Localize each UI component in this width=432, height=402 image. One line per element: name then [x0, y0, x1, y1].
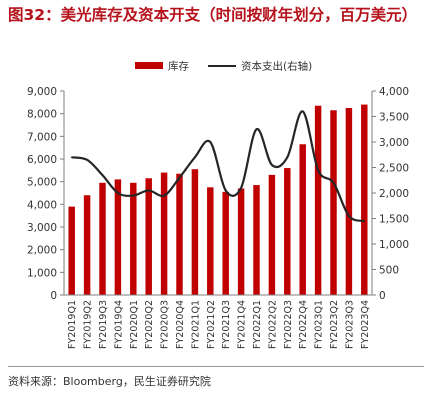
capex-point	[286, 156, 289, 159]
inventory-bar	[361, 104, 368, 295]
inventory-bar	[176, 173, 183, 295]
capex-point	[132, 194, 135, 197]
y-left-tick-label: 5,000	[27, 177, 57, 189]
y-left-tick-label: 2,000	[27, 245, 57, 257]
y-right-tick-label: 3,500	[379, 112, 409, 124]
legend-label-capex: 资本支出(右轴)	[241, 60, 312, 73]
inventory-bar	[68, 206, 75, 295]
x-tick-label: FY2022Q1	[252, 300, 263, 349]
capex-point	[117, 192, 119, 194]
x-tick-label: FY2019Q3	[98, 300, 109, 349]
inventory-bar	[284, 168, 291, 295]
capex-point	[224, 189, 227, 192]
x-tick-label: FY2021Q2	[206, 300, 217, 349]
x-tick-label: FY2023Q3	[344, 300, 355, 349]
x-tick-label: FY2021Q3	[221, 300, 232, 349]
x-tick-label: FY2022Q2	[267, 300, 278, 349]
inventory-bar	[160, 172, 168, 295]
capex-point	[86, 159, 88, 161]
y-right-tick-label: 0	[379, 290, 386, 302]
y-right-tick-label: 1,000	[379, 239, 409, 251]
x-tick-label: FY2022Q3	[283, 300, 294, 349]
inventory-bar	[99, 182, 106, 295]
inventory-bar	[237, 188, 245, 295]
y-left-tick-label: 9,000	[27, 86, 57, 98]
y-right-tick-label: 4,000	[379, 86, 409, 98]
source-note: 资料来源：Bloomberg，民生证券研究院	[8, 375, 211, 388]
capex-point	[317, 169, 319, 171]
inventory-bar	[191, 169, 199, 295]
capex-point	[147, 189, 150, 192]
inventory-bar	[145, 178, 152, 295]
inventory-bar	[253, 185, 260, 295]
chart-legend: 库存 资本支出(右轴)	[135, 60, 312, 73]
source-divider	[8, 366, 424, 367]
y-left-tick-label: 7,000	[27, 131, 57, 143]
legend-swatch-inventory	[135, 62, 163, 69]
inventory-bar	[207, 187, 214, 295]
inventory-bar	[345, 108, 353, 295]
inventory-bar	[314, 105, 322, 295]
capex-point	[163, 194, 165, 197]
x-tick-label: FY2023Q1	[314, 300, 325, 349]
capex-line-layer	[70, 110, 366, 223]
capex-point	[332, 182, 335, 184]
y-left-tick-label: 3,000	[27, 222, 57, 234]
x-tick-label: FY2019Q1	[67, 300, 78, 349]
x-tick-label: FY2021Q1	[190, 300, 201, 349]
legend-label-inventory: 库存	[168, 60, 189, 73]
y-right-tick-label: 2,500	[379, 163, 409, 175]
x-tick-label: FY2022Q4	[298, 300, 309, 349]
y-left-tick-label: 6,000	[27, 154, 57, 166]
chart-title: 图32：美光库存及资本开支（时间按财年划分，百万美元）	[8, 6, 418, 24]
y-right-tick-label: 3,000	[379, 137, 409, 149]
inventory-bar	[130, 182, 137, 295]
inventory-bar	[299, 144, 306, 295]
capex-point	[194, 156, 196, 159]
x-tick-label: FY2023Q2	[329, 300, 340, 349]
capex-point	[178, 176, 181, 179]
capex-line	[71, 110, 365, 223]
y-right-tick-label: 1,500	[379, 214, 409, 226]
x-tick-label: FY2019Q4	[113, 300, 124, 349]
x-tick-label: FY2023Q4	[360, 300, 371, 349]
y-left-tick-label: 8,000	[27, 109, 57, 121]
capex-point	[101, 174, 104, 176]
capex-point	[240, 187, 242, 189]
inventory-bars	[68, 104, 368, 296]
x-tick-label: FY2020Q4	[175, 300, 186, 349]
chart-axes: 0 1,000 2,000 3,000 4,000 5,000 6,000 7,000 8,00…	[27, 86, 409, 349]
inventory-bar	[330, 110, 337, 296]
y-right-tick-label: 2,000	[379, 188, 409, 200]
x-tick-label: FY2020Q1	[129, 300, 140, 349]
capex-point	[70, 156, 73, 159]
y-right-tick-label: 500	[379, 265, 399, 277]
x-tick-label: FY2021Q4	[237, 300, 248, 349]
x-tick-label: FY2020Q2	[144, 300, 155, 349]
capex-point	[209, 141, 212, 143]
y-left-tick-label: 4,000	[27, 199, 57, 211]
capex-point	[271, 164, 273, 166]
inventory-bar	[268, 174, 276, 295]
capex-point	[363, 220, 366, 222]
capex-point	[348, 215, 350, 217]
inventory-bar	[83, 195, 91, 295]
inventory-bar	[222, 191, 229, 295]
y-left-tick-label: 0	[50, 290, 57, 302]
inventory-bar	[114, 179, 122, 295]
capex-point	[255, 128, 258, 131]
x-tick-label: FY2019Q2	[83, 300, 94, 349]
x-tick-label: FY2020Q3	[160, 300, 171, 349]
capex-point	[301, 110, 304, 113]
y-left-tick-label: 1,000	[27, 267, 57, 279]
